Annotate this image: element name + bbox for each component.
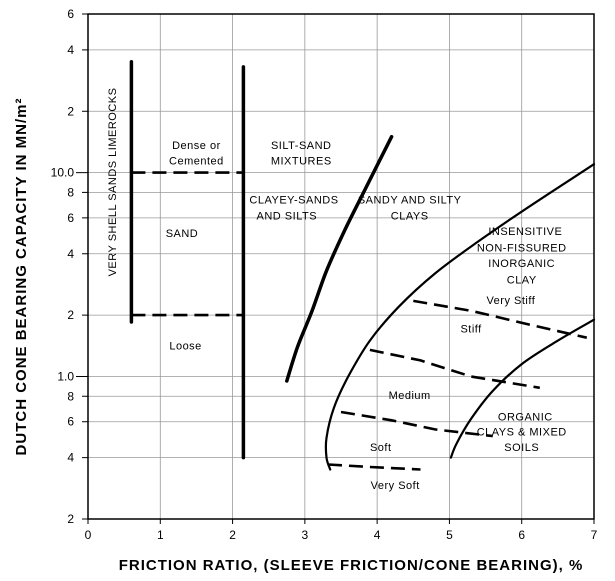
y-tick-label: 4 [67, 451, 74, 465]
y-ticks: 2 4 6 8 1.0 2 4 6 8 10.0 2 4 6 [51, 7, 88, 526]
region-label: CLAY [507, 275, 537, 287]
y-tick-label: 6 [67, 415, 74, 429]
region-label: SAND [166, 228, 199, 240]
region-label: MIXTURES [271, 156, 332, 168]
x-tick-label: 3 [302, 528, 309, 542]
region-label: Medium [389, 390, 431, 402]
region-label: NON-FISSURED [477, 242, 567, 254]
region-label: SANDY AND SILTY [358, 194, 462, 206]
grid [87, 13, 595, 520]
region-label: CLAYS [391, 210, 429, 222]
x-tick-label: 7 [591, 528, 598, 542]
y-tick-label: 8 [67, 389, 74, 403]
y-tick-label: 10.0 [51, 166, 75, 180]
region-label: Dense or [172, 140, 221, 152]
boundary-line-thin [324, 163, 596, 471]
y-tick-label: 2 [67, 308, 74, 322]
x-tick-label: 4 [374, 528, 381, 542]
series-layer [129, 59, 596, 471]
y-tick-label: 4 [67, 247, 74, 261]
y-tick-label: 1.0 [57, 370, 74, 384]
region-label: INORGANIC [488, 258, 555, 270]
boundary-line-thin [449, 318, 596, 459]
x-tick-label: 6 [518, 528, 525, 542]
region-label: Cemented [169, 156, 224, 168]
annotations: Dense or Cemented SAND Loose VERY SHELL SAND… [107, 88, 567, 492]
region-label: Loose [169, 341, 201, 353]
region-label: SILT-SAND [271, 140, 332, 152]
x-tick-label: 5 [446, 528, 453, 542]
region-label: Stiff [460, 323, 482, 335]
region-label: Soft [370, 442, 392, 454]
y-tick-label: 6 [67, 7, 74, 21]
region-label: ORGANIC [498, 411, 553, 423]
x-tick-label: 2 [229, 528, 236, 542]
plot-frame [87, 13, 595, 520]
region-label: VERY SHELL SANDS LIMEROCKS [107, 88, 119, 277]
region-label: Very Soft [371, 480, 420, 492]
boundary-line-dashed [413, 299, 588, 339]
region-label: SOILS [504, 442, 539, 454]
region-label: CLAYS & MIXED [477, 427, 567, 439]
boundary-line-dashed [340, 410, 493, 438]
boundary-line-dashed [327, 463, 421, 471]
x-tick-label: 0 [85, 528, 92, 542]
y-axis-title: DUTCH CONE BEARING CAPACITY IN MN/m² [13, 98, 30, 456]
x-axis-title: FRICTION RATIO, (SLEEVE FRICTION/CONE BE… [119, 557, 584, 574]
y-tick-label: 2 [67, 512, 74, 526]
y-tick-label: 4 [67, 43, 74, 57]
region-label: AND SILTS [257, 210, 318, 222]
x-ticks: 0 1 2 3 4 5 6 7 [85, 519, 598, 542]
y-tick-label: 6 [67, 211, 74, 225]
boundary-line-dashed [369, 348, 541, 390]
y-tick-label: 8 [67, 185, 74, 199]
region-label: INSENSITIVE [488, 226, 562, 238]
region-label: Very Stiff [486, 295, 535, 307]
x-tick-label: 1 [157, 528, 164, 542]
boundary-line-thick [285, 134, 394, 383]
region-label: CLAYEY-SANDS [249, 194, 338, 206]
y-tick-label: 2 [67, 104, 74, 118]
